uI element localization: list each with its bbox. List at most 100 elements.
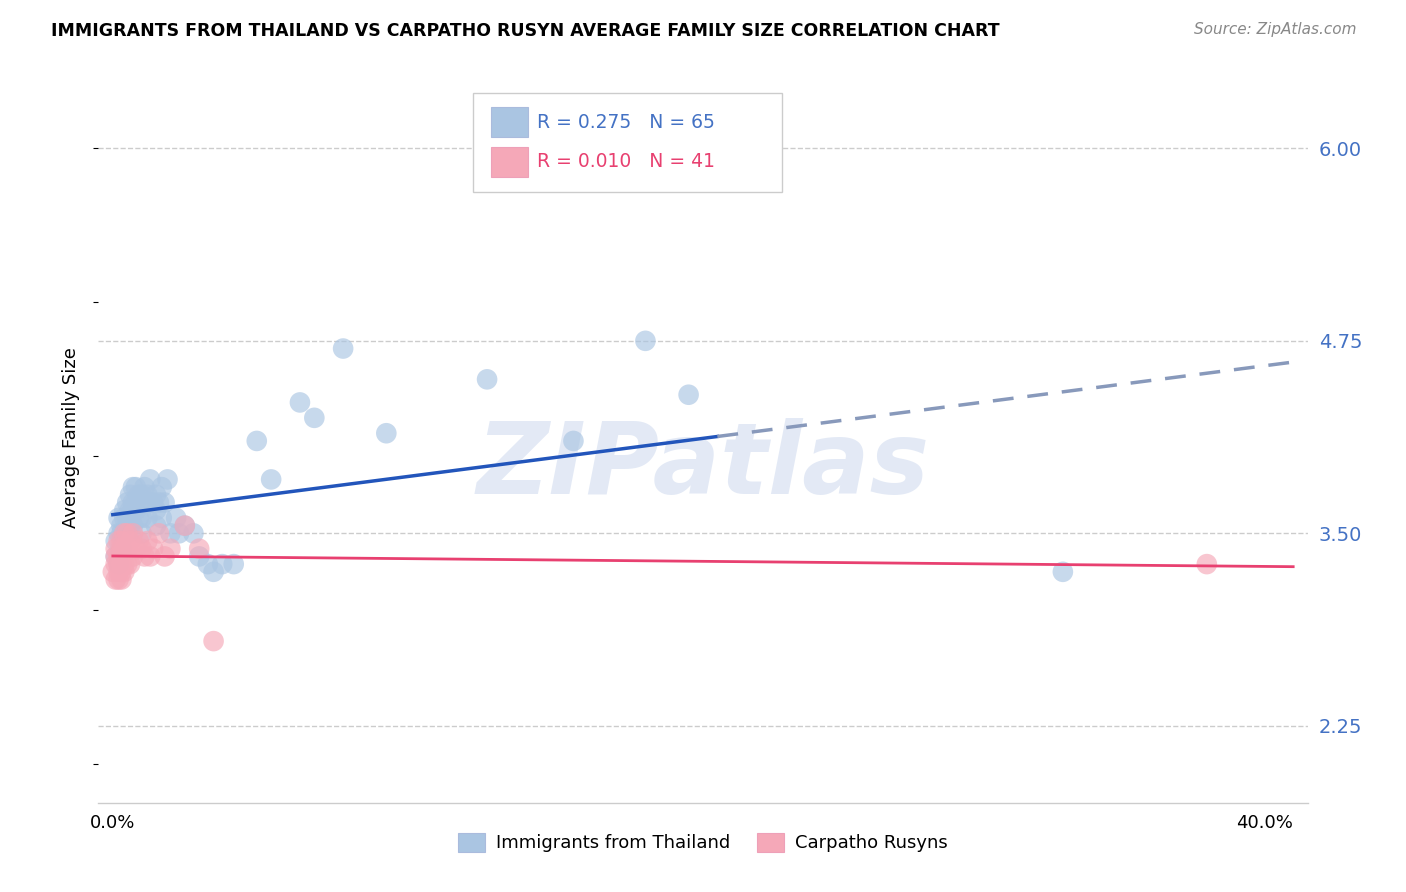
Point bbox=[125, 503, 148, 517]
Point bbox=[110, 549, 132, 564]
Point bbox=[131, 511, 153, 525]
Point bbox=[120, 503, 142, 517]
Point bbox=[131, 541, 153, 556]
Point bbox=[375, 426, 398, 441]
Point bbox=[110, 518, 132, 533]
Point bbox=[288, 395, 311, 409]
Point bbox=[122, 518, 145, 533]
Point bbox=[222, 557, 245, 571]
Point bbox=[125, 541, 148, 556]
Point bbox=[115, 526, 138, 541]
Point bbox=[159, 526, 181, 541]
Point bbox=[122, 495, 145, 509]
Point bbox=[112, 541, 135, 556]
Point bbox=[139, 549, 162, 564]
Point bbox=[125, 495, 148, 509]
Point bbox=[107, 549, 129, 564]
Point bbox=[107, 534, 129, 549]
Point bbox=[150, 511, 173, 525]
Point bbox=[107, 511, 129, 525]
Point bbox=[125, 480, 148, 494]
Point bbox=[122, 549, 145, 564]
Point bbox=[142, 541, 165, 556]
Point bbox=[148, 526, 170, 541]
Y-axis label: Average Family Size: Average Family Size bbox=[62, 347, 80, 527]
FancyBboxPatch shape bbox=[474, 94, 782, 192]
Point bbox=[104, 534, 127, 549]
Point bbox=[634, 334, 657, 348]
Point bbox=[134, 480, 156, 494]
Point bbox=[110, 541, 132, 556]
Point bbox=[110, 541, 132, 556]
Point bbox=[1052, 565, 1074, 579]
Point bbox=[167, 526, 190, 541]
Point bbox=[104, 549, 127, 564]
Point bbox=[188, 549, 211, 564]
Point bbox=[260, 472, 283, 486]
Point bbox=[136, 511, 159, 525]
Point bbox=[110, 557, 132, 571]
Point bbox=[139, 495, 162, 509]
Text: ZIPatlas: ZIPatlas bbox=[477, 417, 929, 515]
Point bbox=[112, 526, 135, 541]
Point bbox=[304, 410, 326, 425]
Point bbox=[131, 488, 153, 502]
Point bbox=[128, 488, 150, 502]
Point bbox=[156, 472, 179, 486]
Point bbox=[136, 488, 159, 502]
Point bbox=[122, 480, 145, 494]
Point bbox=[136, 534, 159, 549]
Point bbox=[1195, 557, 1218, 571]
Point bbox=[183, 526, 205, 541]
Point bbox=[153, 495, 176, 509]
Point bbox=[110, 534, 132, 549]
Point bbox=[120, 518, 142, 533]
Point bbox=[104, 557, 127, 571]
Point bbox=[150, 480, 173, 494]
Point bbox=[110, 565, 132, 579]
Point bbox=[139, 472, 162, 486]
Point bbox=[134, 549, 156, 564]
Text: IMMIGRANTS FROM THAILAND VS CARPATHO RUSYN AVERAGE FAMILY SIZE CORRELATION CHART: IMMIGRANTS FROM THAILAND VS CARPATHO RUS… bbox=[51, 22, 1000, 40]
Point bbox=[122, 503, 145, 517]
Point bbox=[142, 495, 165, 509]
Point bbox=[115, 541, 138, 556]
Legend: Immigrants from Thailand, Carpatho Rusyns: Immigrants from Thailand, Carpatho Rusyn… bbox=[451, 826, 955, 860]
Point bbox=[128, 511, 150, 525]
Point bbox=[115, 557, 138, 571]
Point bbox=[562, 434, 585, 448]
Point bbox=[112, 557, 135, 571]
Point bbox=[173, 518, 195, 533]
Point bbox=[107, 557, 129, 571]
Point bbox=[122, 526, 145, 541]
Point bbox=[475, 372, 498, 386]
Point bbox=[115, 526, 138, 541]
Point bbox=[120, 488, 142, 502]
Point bbox=[107, 526, 129, 541]
Bar bbox=[492, 147, 527, 178]
Point bbox=[148, 495, 170, 509]
Point bbox=[107, 573, 129, 587]
Point bbox=[115, 511, 138, 525]
Point bbox=[678, 388, 700, 402]
Point bbox=[145, 518, 167, 533]
Point bbox=[134, 495, 156, 509]
Point bbox=[188, 541, 211, 556]
Point bbox=[112, 511, 135, 525]
Point bbox=[153, 549, 176, 564]
Point bbox=[101, 565, 124, 579]
Point bbox=[173, 518, 195, 533]
Point bbox=[112, 565, 135, 579]
Point bbox=[145, 503, 167, 517]
Point bbox=[131, 526, 153, 541]
Point bbox=[145, 488, 167, 502]
Point bbox=[120, 534, 142, 549]
Point bbox=[246, 434, 269, 448]
Point bbox=[112, 526, 135, 541]
Point bbox=[165, 511, 187, 525]
Point bbox=[104, 573, 127, 587]
Point bbox=[128, 534, 150, 549]
Point bbox=[107, 557, 129, 571]
Point bbox=[104, 549, 127, 564]
Point bbox=[202, 634, 225, 648]
